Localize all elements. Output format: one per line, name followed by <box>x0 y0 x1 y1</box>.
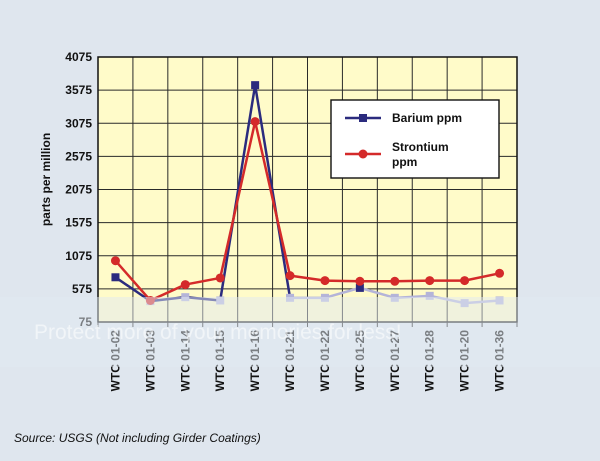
strontium-point <box>495 268 505 278</box>
barium-point <box>425 291 434 300</box>
y-tick-label: 2075 <box>65 183 92 197</box>
legend-strontium-label-line2: ppm <box>392 155 417 169</box>
y-tick-label: 3575 <box>65 83 92 97</box>
strontium-point <box>180 280 190 290</box>
y-tick-label: 4075 <box>65 50 92 64</box>
y-tick-label: 1575 <box>65 216 92 230</box>
strontium-point <box>250 117 260 127</box>
source-note: Source: USGS (Not including Girder Coati… <box>14 431 261 445</box>
strontium-point <box>320 276 330 286</box>
series-strontium-line <box>114 120 500 302</box>
barium-point <box>111 273 120 282</box>
watermark-band: Protect more of your memories for less! <box>0 297 600 367</box>
legend-strontium-marker <box>358 149 368 159</box>
strontium-point <box>390 276 400 286</box>
y-tick-label: 3075 <box>65 116 92 130</box>
y-tick-label: 575 <box>72 282 92 296</box>
strontium-point <box>215 273 225 283</box>
watermark-band-rect <box>0 297 600 367</box>
watermark-text: Protect more of your memories for less! <box>34 321 402 344</box>
legend: Barium ppm Strontium ppm <box>330 99 500 179</box>
y-tick-label: 2575 <box>65 149 92 163</box>
strontium-point <box>460 276 470 286</box>
strontium-point <box>425 276 435 286</box>
y-axis-title: parts per million <box>39 133 53 226</box>
y-tick-label: 1075 <box>65 249 92 263</box>
legend-box <box>330 99 500 179</box>
strontium-point <box>355 276 365 286</box>
barium-point <box>251 81 260 90</box>
plot-area <box>97 56 518 323</box>
legend-barium-marker <box>359 114 367 122</box>
strontium-point <box>110 256 120 266</box>
strontium-point <box>285 271 295 281</box>
legend-strontium-label-line1: Strontium <box>392 140 449 154</box>
source-text: Source: USGS (Not including Girder Coati… <box>14 431 261 445</box>
legend-barium-label: Barium ppm <box>392 111 462 125</box>
barium-point <box>355 283 364 292</box>
